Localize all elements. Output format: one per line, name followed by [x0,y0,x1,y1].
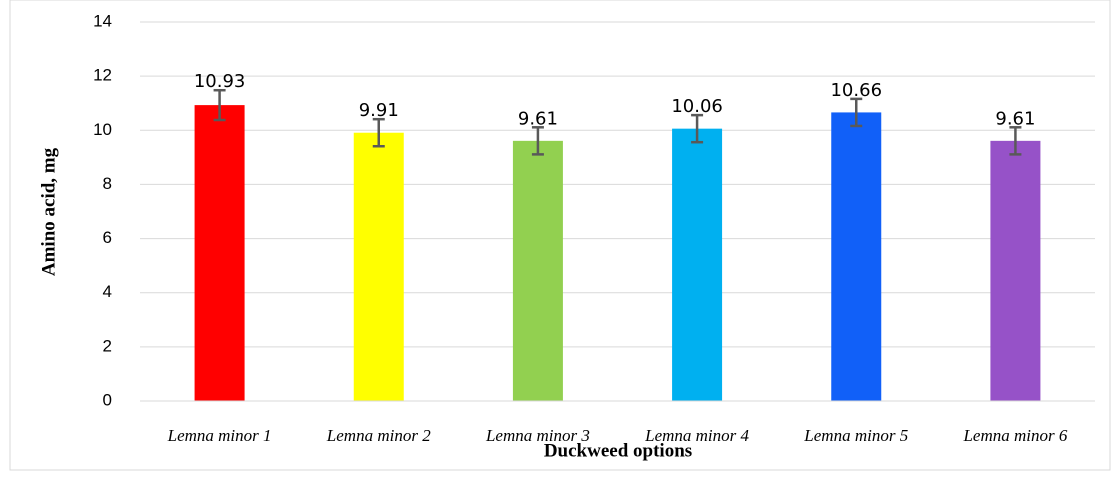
error-bar [372,117,385,148]
x-axis-title: Duckweed options [544,440,692,461]
data-label: 9.91 [359,100,399,121]
y-tick-label: 10 [93,120,112,139]
error-bar [691,113,704,144]
y-tick-label: 2 [103,336,112,355]
bar [353,132,404,401]
x-tick-label: Lemna minor 2 [326,426,431,445]
y-axis-title: Amino acid, mg [38,147,59,276]
error-bar [850,97,863,128]
data-label: 10.93 [194,71,246,92]
chart-frame [9,0,1111,471]
error-bar [1009,126,1022,156]
data-label: 9.61 [995,108,1035,129]
x-tick-label: Lemna minor 6 [962,426,1067,445]
y-tick-label: 6 [103,228,112,247]
data-label: 9.61 [518,108,558,129]
y-tick-label: 4 [103,282,112,301]
error-bar [531,126,544,156]
y-tick-label: 0 [103,390,112,409]
x-tick-label: Lemna minor 4 [644,426,749,445]
error-bar [213,88,226,122]
x-tick-label: Lemna minor 5 [803,426,908,445]
x-tick-label: Lemna minor 3 [485,426,590,445]
y-tick-label: 14 [93,11,112,30]
bar [672,128,723,401]
y-tick-label: 8 [103,174,112,193]
data-label: 10.06 [671,96,723,117]
y-tick-label: 12 [93,66,112,85]
bar [194,105,245,401]
bar [990,140,1041,401]
x-tick-label: Lemna minor 1 [167,426,272,445]
data-label: 10.66 [830,80,882,101]
bar [512,140,563,401]
bar [831,112,882,401]
